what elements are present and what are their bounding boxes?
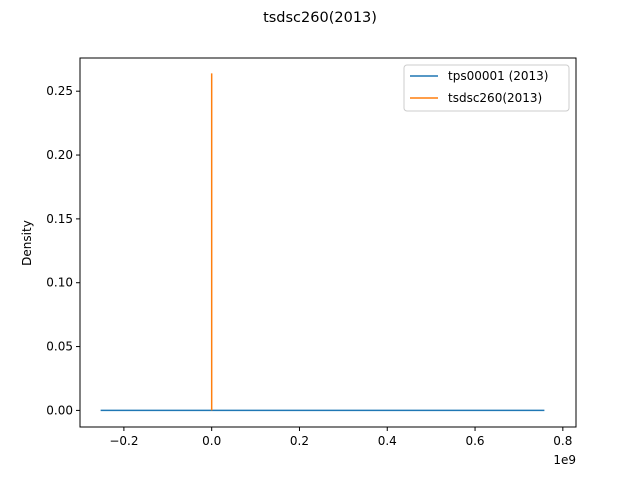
x-tick-label: 0.8: [553, 434, 572, 448]
y-tick-label: 0.10: [46, 276, 73, 290]
y-tick-label: 0.20: [46, 148, 73, 162]
series-layer: [100, 73, 545, 412]
legend: tps00001 (2013) tsdsc260(2013): [403, 64, 570, 112]
x-axis-ticks: −0.2 0.0 0.2 0.4 0.6 0.8: [109, 427, 572, 448]
x-tick-label: −0.2: [109, 434, 138, 448]
plot-area: [79, 57, 577, 428]
y-axis-ticks: 0.00 0.05 0.10 0.15 0.20 0.25: [46, 84, 80, 417]
chart-title: tsdsc260(2013): [263, 10, 377, 26]
x-axis-offset-label: 1e9: [553, 453, 576, 467]
y-tick-label: 0.05: [46, 340, 73, 354]
y-tick-label: 0.00: [46, 403, 73, 417]
x-tick-label: 0.2: [290, 434, 309, 448]
y-tick-label: 0.25: [46, 84, 73, 98]
legend-label-2: tsdsc260(2013): [448, 91, 542, 105]
legend-label-1: tps00001 (2013): [448, 69, 548, 83]
x-tick-label: 0.6: [465, 434, 484, 448]
y-axis-label: Density: [20, 220, 34, 266]
x-tick-label: 0.0: [202, 434, 221, 448]
legend-box: [403, 64, 570, 112]
axes-frame: [79, 57, 577, 428]
y-tick-label: 0.15: [46, 212, 73, 226]
x-tick-label: 0.4: [378, 434, 397, 448]
